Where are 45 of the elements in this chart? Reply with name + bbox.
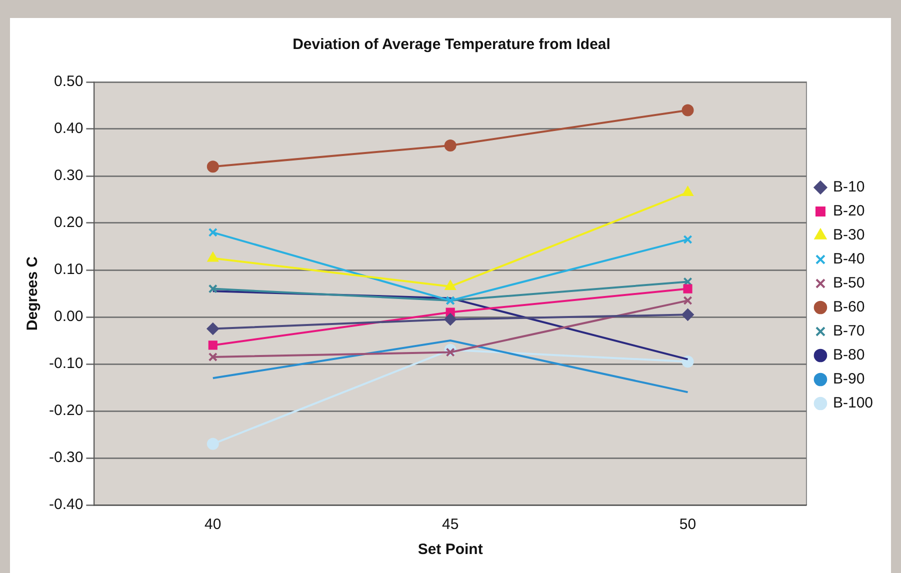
x-tick-label: 50 — [679, 516, 696, 534]
point — [208, 340, 218, 350]
point — [682, 104, 694, 116]
y-tick-label: 0.40 — [54, 120, 84, 138]
point — [446, 348, 455, 357]
x-axis-title: Set Point — [418, 541, 483, 558]
point — [683, 296, 692, 306]
x-tick-label: 45 — [442, 516, 459, 534]
y-tick-label: -0.20 — [48, 402, 84, 420]
legend-label: B-10 — [832, 178, 865, 196]
y-axis-title: Degrees C — [24, 256, 42, 331]
point — [682, 356, 694, 368]
legend-label: B-90 — [832, 370, 865, 388]
point — [444, 139, 456, 152]
y-tick-label: -0.30 — [48, 449, 84, 466]
legend-label: B-60 — [832, 298, 865, 316]
point — [682, 186, 694, 196]
point — [206, 160, 219, 173]
point — [682, 308, 694, 321]
y-tick-label: -0.40 — [48, 496, 84, 514]
legend-label: B-80 — [832, 346, 865, 364]
y-tick-label: 0.50 — [54, 73, 84, 90]
legend-label: B-30 — [832, 226, 865, 244]
y-tick-label: 0.00 — [54, 308, 84, 326]
y-tick-label: 0.30 — [54, 167, 84, 184]
point — [206, 322, 219, 335]
point — [683, 284, 692, 294]
y-tick-label: 0.10 — [54, 261, 84, 278]
y-tick-label: 0.20 — [54, 214, 84, 232]
point — [208, 284, 218, 294]
legend-label: B-70 — [832, 322, 865, 340]
point — [208, 228, 218, 237]
point — [208, 252, 218, 262]
y-tick-label: -0.10 — [48, 355, 84, 372]
chart-title: Deviation of Average Temperature from Ideal — [292, 36, 610, 54]
point — [444, 313, 456, 326]
legend-label: B-50 — [832, 274, 865, 292]
legend-label: B-40 — [832, 250, 865, 268]
legend-label: B-20 — [832, 202, 865, 220]
point — [445, 280, 456, 290]
point — [206, 438, 219, 450]
point — [208, 352, 218, 362]
point — [683, 234, 692, 244]
legend-label: B-100 — [832, 394, 874, 412]
x-tick-label: 40 — [204, 516, 222, 534]
